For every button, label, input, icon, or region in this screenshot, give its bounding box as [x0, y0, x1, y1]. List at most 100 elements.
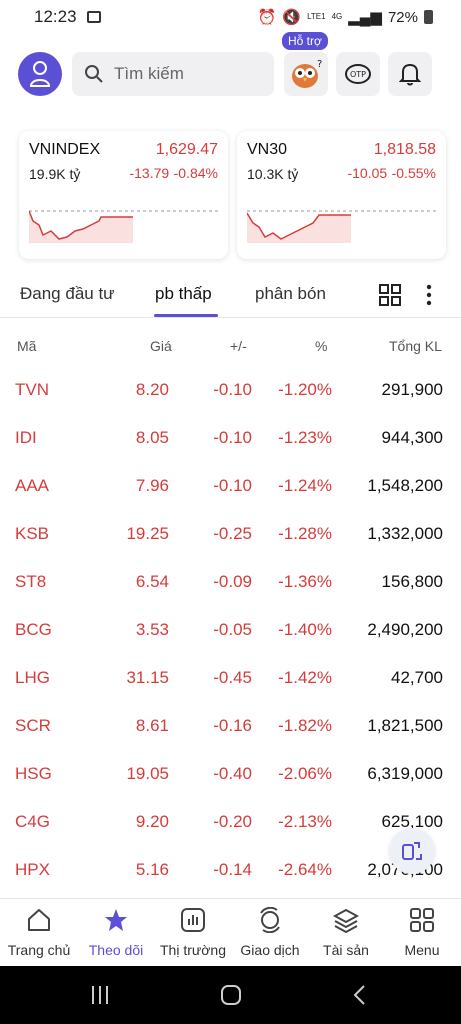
row-symbol: HSG	[15, 764, 52, 783]
index-value: 1,629.47	[155, 141, 218, 158]
row-symbol: KSB	[15, 524, 50, 543]
status-time: 12:23	[34, 7, 77, 26]
index-name: VNINDEX	[29, 141, 101, 158]
nav-assets[interactable]: Tài sản	[307, 907, 385, 958]
avatar[interactable]	[18, 52, 62, 96]
index-change: -10.05	[347, 165, 388, 181]
row-volume: 1,548,200	[367, 476, 443, 495]
watchlist-tabs: Đang đầu tư pb thấp phân bón	[0, 272, 461, 318]
tab-phan-bon[interactable]: phân bón	[255, 284, 326, 303]
nav-trade[interactable]: Giao dịch	[231, 906, 309, 958]
row-change: -0.10	[213, 476, 252, 495]
nav-watchlist[interactable]: Theo dõi	[77, 907, 155, 958]
nav-label: Tài sản	[323, 942, 369, 958]
index-card-vn30[interactable]: VN30 1,818.58 10.3K tỷ -10.05 -0.55%	[237, 131, 446, 259]
row-change: -0.16	[213, 716, 252, 735]
row-change: -0.40	[213, 764, 252, 783]
nav-menu[interactable]: Menu	[383, 907, 461, 958]
bottom-navigation: Trang chủ Theo dõi Thị trường Giao dịch …	[0, 898, 461, 966]
table-row[interactable]: BCG 3.53 -0.05 -1.40% 2,490,200	[0, 606, 461, 654]
col-header-symbol[interactable]: Mã	[17, 338, 37, 354]
row-change: -0.10	[213, 428, 252, 447]
row-change: -0.45	[213, 668, 252, 687]
row-price: 7.96	[135, 476, 169, 495]
bell-icon	[399, 63, 421, 86]
col-header-change[interactable]: +/-	[230, 338, 247, 354]
notification-button[interactable]	[388, 52, 432, 96]
nav-home[interactable]: Trang chủ	[0, 907, 78, 958]
mute-icon: 🔇	[282, 9, 302, 26]
active-tab-indicator	[154, 314, 218, 317]
grid-view-icon[interactable]	[379, 284, 401, 306]
table-row[interactable]: SCR 8.61 -0.16 -1.82% 1,821,500	[0, 702, 461, 750]
nav-market[interactable]: Thị trường	[154, 907, 232, 958]
otp-button[interactable]: OTP	[336, 52, 380, 96]
user-icon	[29, 61, 51, 87]
table-row[interactable]: KSB 19.25 -0.25 -1.28% 1,332,000	[0, 510, 461, 558]
floating-action-button[interactable]	[389, 828, 435, 874]
table-row[interactable]: IDI 8.05 -0.10 -1.23% 944,300	[0, 414, 461, 462]
row-price: 31.15	[126, 668, 169, 687]
home-button-icon[interactable]	[220, 984, 242, 1006]
row-percent: -2.06%	[278, 764, 332, 783]
system-navigation-bar	[0, 966, 461, 1024]
table-row[interactable]: ST8 6.54 -0.09 -1.36% 156,800	[0, 558, 461, 606]
row-change: -0.09	[213, 572, 252, 591]
row-symbol: HPX	[15, 860, 50, 879]
row-volume: 1,332,000	[367, 524, 443, 543]
table-row[interactable]: LHG 31.15 -0.45 -1.42% 42,700	[0, 654, 461, 702]
row-symbol: SCR	[15, 716, 51, 735]
row-change: -0.20	[213, 812, 252, 831]
battery-icon	[424, 10, 433, 24]
row-price: 8.20	[135, 380, 169, 399]
back-icon[interactable]	[352, 984, 366, 1006]
search-icon	[85, 65, 103, 83]
row-change: -0.10	[213, 380, 252, 399]
search-placeholder: Tìm kiếm	[114, 64, 184, 83]
row-price: 19.25	[126, 524, 169, 543]
col-header-percent[interactable]: %	[315, 338, 328, 354]
table-row[interactable]: HSG 19.05 -0.40 -2.06% 6,319,000	[0, 750, 461, 798]
svg-text:OTP: OTP	[350, 70, 366, 79]
col-header-volume[interactable]: Tổng KL	[389, 338, 442, 354]
row-percent: -1.42%	[278, 668, 332, 687]
header: Tìm kiếm Hỗ trợ ? OTP	[18, 32, 438, 100]
row-percent: -1.23%	[278, 428, 332, 447]
row-change: -0.25	[213, 524, 252, 543]
search-input[interactable]: Tìm kiếm	[72, 52, 274, 96]
index-value: 1,818.58	[373, 141, 436, 158]
row-change: -0.05	[213, 620, 252, 639]
tab-dang-dau-tu[interactable]: Đang đầu tư	[20, 284, 115, 303]
index-sparkline	[29, 210, 219, 243]
nav-label: Trang chủ	[7, 942, 71, 958]
table-row[interactable]: AAA 7.96 -0.10 -1.24% 1,548,200	[0, 462, 461, 510]
index-name: VN30	[247, 141, 288, 158]
row-volume: 291,900	[381, 380, 443, 399]
row-percent: -2.64%	[278, 860, 332, 879]
more-options-icon[interactable]	[426, 284, 432, 306]
support-mascot-button[interactable]: ?	[284, 52, 328, 96]
row-volume: 625,100	[381, 812, 443, 831]
col-header-price[interactable]: Giá	[150, 338, 172, 354]
row-percent: -1.28%	[278, 524, 332, 543]
table-row[interactable]: C4G 9.20 -0.20 -2.13% 625,100	[0, 798, 461, 846]
support-badge: Hỗ trợ	[282, 32, 328, 50]
table-row[interactable]: TVN 8.20 -0.10 -1.20% 291,900	[0, 366, 461, 414]
recent-apps-icon[interactable]	[90, 984, 110, 1006]
owl-mascot-icon: ?	[292, 59, 322, 88]
nav-label: Theo dõi	[88, 942, 144, 958]
index-sparkline	[247, 210, 437, 243]
tab-pb-thap[interactable]: pb thấp	[155, 284, 212, 303]
row-volume: 6,319,000	[367, 764, 443, 783]
row-symbol: LHG	[15, 668, 50, 687]
index-card-vnindex[interactable]: VNINDEX 1,629.47 19.9K tỷ -13.79 -0.84%	[19, 131, 228, 259]
row-price: 8.61	[135, 716, 169, 735]
network-label: 4G	[331, 12, 343, 21]
lte-label: LTE1	[307, 12, 326, 21]
row-volume: 42,700	[391, 668, 443, 687]
row-symbol: BCG	[15, 620, 52, 639]
status-bar: 12:23 ⏰ 🔇 LTE1 4G ▂▄▆ 72%	[0, 0, 461, 34]
battery-text: 72%	[387, 8, 418, 26]
row-price: 8.05	[135, 428, 169, 447]
index-change: -13.79	[129, 165, 170, 181]
